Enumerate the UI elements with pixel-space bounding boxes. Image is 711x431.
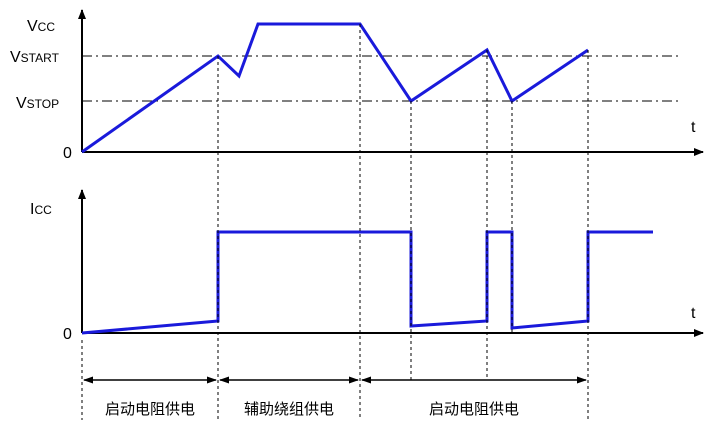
vcc-axis-label: VCC [27,18,55,35]
phase-label-2: 辅助绕组供电 [244,400,334,418]
vcc-time-label: t [691,119,696,136]
icc-waveform [81,230,653,335]
icc-time-label: t [691,305,696,322]
phase-label-1: 启动电阻供电 [105,400,195,418]
icc-axis-label: ICC [30,201,52,218]
icc-origin-label: 0 [63,326,72,343]
vcc-origin-label: 0 [63,145,72,162]
vstop-label: VSTOP [16,95,59,112]
vstart-label: VSTART [10,49,60,66]
phase-guides [81,24,589,420]
phase-label-3: 启动电阻供电 [429,400,519,418]
